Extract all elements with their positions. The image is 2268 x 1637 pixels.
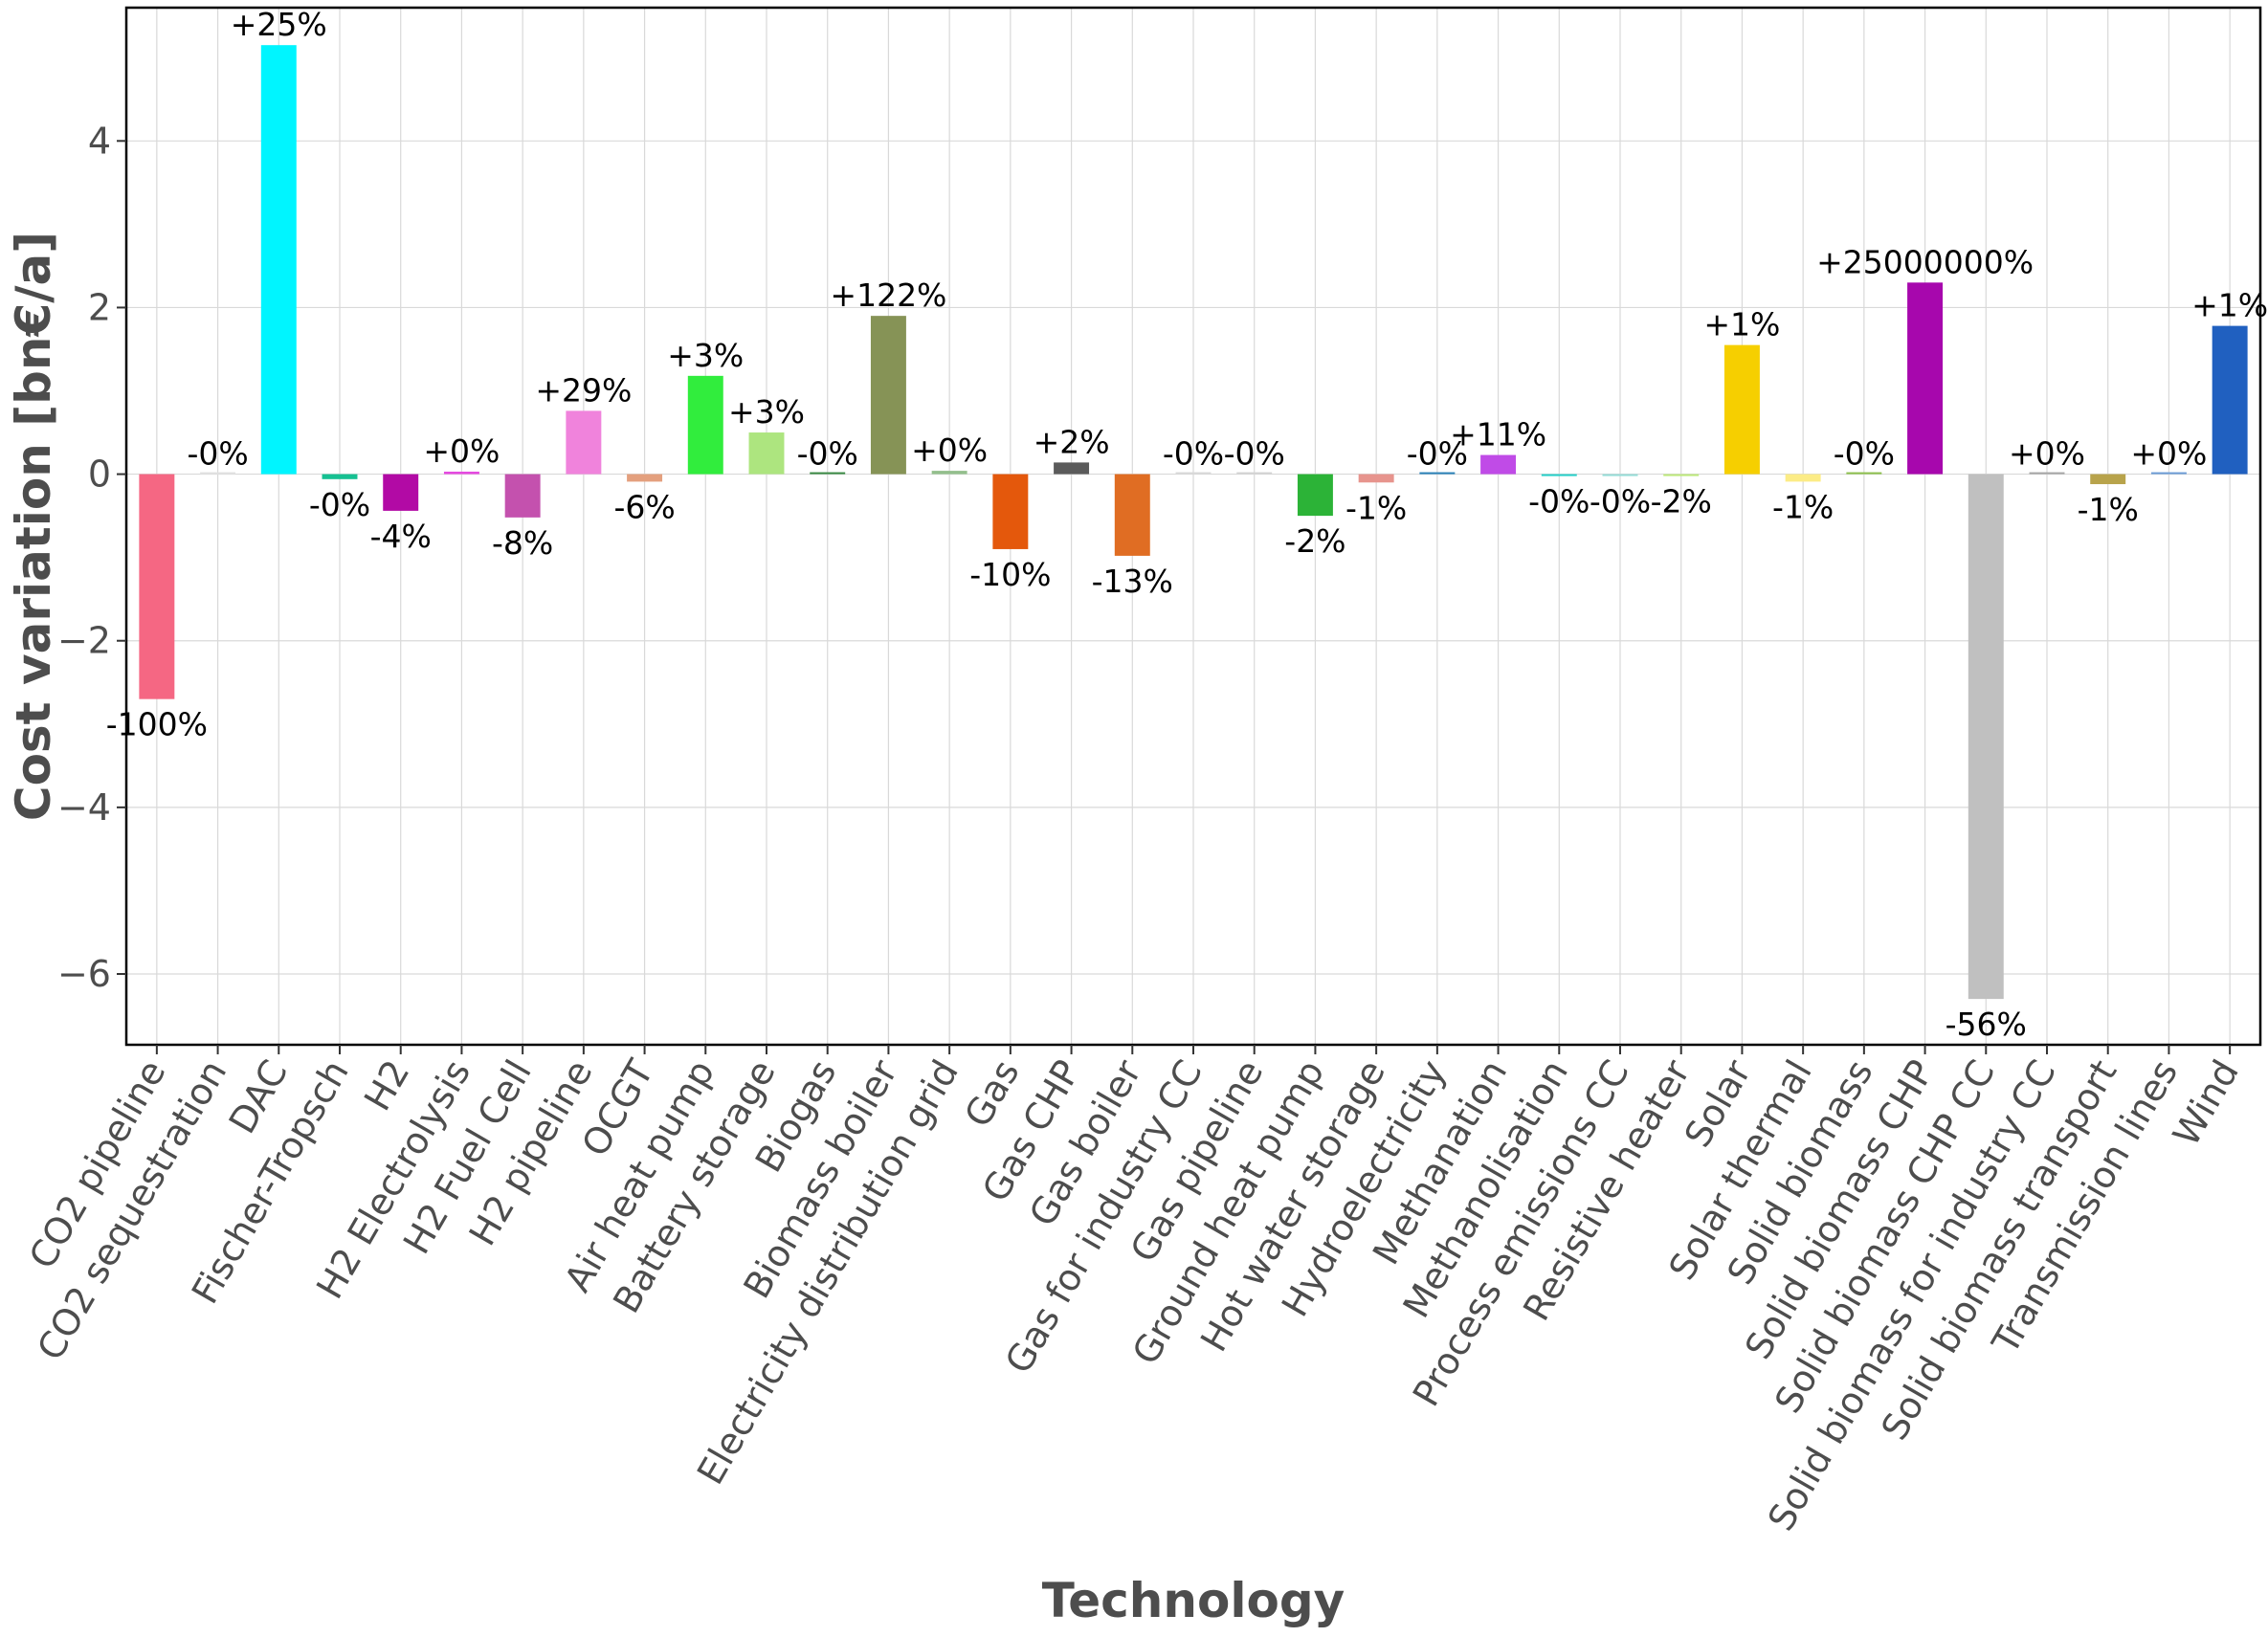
bar (1541, 474, 1577, 476)
bar-value-label: -13% (1092, 563, 1173, 600)
grid-layer (126, 8, 2260, 1045)
bar-value-label: +3% (728, 393, 805, 431)
bar-value-label: -0% (797, 435, 858, 473)
bar (2150, 472, 2187, 475)
bar-value-label: +11% (1450, 416, 1546, 453)
bar-value-label: -1% (2078, 491, 2139, 528)
bar-value-label: -2% (1284, 522, 1345, 560)
bar-value-label: +25000000% (1816, 243, 2034, 280)
y-tick-label: 0 (88, 453, 111, 496)
bar (1236, 472, 1273, 475)
bar-value-label: -0% (1834, 435, 1895, 473)
bar (200, 472, 236, 475)
bar (2090, 474, 2126, 485)
bar-value-label: -0% (1163, 435, 1224, 473)
y-tick-layer: −6 −4 −2 0 2 4 (57, 120, 126, 995)
bar-value-label: -4% (370, 518, 432, 555)
bar-value-label: +0% (2009, 435, 2085, 473)
bar-value-label: -0% (1407, 435, 1468, 473)
bar-value-label: +1% (2191, 287, 2268, 324)
bar (1846, 472, 1882, 475)
bar (748, 432, 785, 475)
bar (1723, 344, 1760, 475)
y-tick-label: 4 (88, 120, 111, 162)
bar (1968, 474, 2004, 1000)
bar (383, 474, 419, 511)
bar (322, 474, 358, 479)
y-axis-title: Cost variation [bn€/a] (6, 232, 61, 821)
x-axis-title: Technology (1042, 1573, 1345, 1628)
bar (1358, 474, 1394, 483)
bar (566, 410, 602, 475)
bar-value-label: +25% (231, 6, 327, 43)
bar-value-label: +3% (667, 337, 744, 374)
bar (1480, 454, 1517, 475)
bar (443, 471, 479, 475)
bar (1114, 474, 1150, 556)
bar (1054, 462, 1090, 475)
y-tick-label: 2 (88, 286, 111, 328)
bar-value-label: +0% (911, 431, 988, 469)
bar (870, 316, 906, 475)
bar-label-layer: -100%-0%+25%-0%-4%+0%-8%+29%-6%+3%+3%-0%… (106, 6, 2268, 1043)
y-tick-label: −2 (57, 620, 111, 662)
bar (992, 474, 1029, 549)
x-tick-label: H2 (356, 1053, 417, 1118)
bar-value-label: -10% (969, 556, 1051, 593)
bar (1297, 474, 1333, 517)
bar (810, 472, 846, 475)
bar-value-label: -6% (613, 488, 675, 525)
bar (260, 45, 297, 475)
bar-value-label: -0% (187, 435, 248, 473)
x-tick-label: Wind (2165, 1053, 2247, 1154)
bar-value-label: -8% (492, 524, 553, 562)
bar-value-label: +1% (1703, 306, 1780, 343)
bar (931, 471, 967, 475)
bar (504, 474, 541, 518)
bar (1785, 474, 1821, 482)
bar-value-label: -1% (1772, 488, 1834, 525)
y-tick-label: −4 (57, 786, 111, 829)
bar (627, 474, 663, 482)
bar-value-label: -56% (1946, 1006, 2027, 1043)
bar-value-label: -0% (309, 486, 370, 523)
bar-value-label: -100% (106, 706, 208, 743)
bar-value-label: -0% (1224, 435, 1285, 473)
bar-value-label: -0% (1528, 482, 1590, 520)
bar-value-label: +122% (830, 277, 946, 314)
bar-value-label: +0% (423, 432, 500, 470)
bar-value-label: +0% (2130, 435, 2207, 473)
bar-value-label: +2% (1034, 423, 1110, 460)
y-tick-label: −6 (57, 953, 111, 995)
bar-value-label: -2% (1651, 482, 1712, 520)
bar (2212, 325, 2248, 475)
bar (139, 474, 175, 699)
bar (1663, 474, 1700, 476)
bar (2029, 472, 2065, 475)
bar (1602, 474, 1638, 476)
bar (1419, 472, 1456, 475)
bar (1907, 282, 1944, 475)
bar-layer (139, 45, 2248, 1000)
bar-value-label: -1% (1345, 489, 1407, 526)
bar (1175, 472, 1212, 475)
bar-value-label: +29% (535, 371, 632, 409)
bar-value-label: -0% (1590, 482, 1651, 520)
bar (687, 375, 723, 475)
